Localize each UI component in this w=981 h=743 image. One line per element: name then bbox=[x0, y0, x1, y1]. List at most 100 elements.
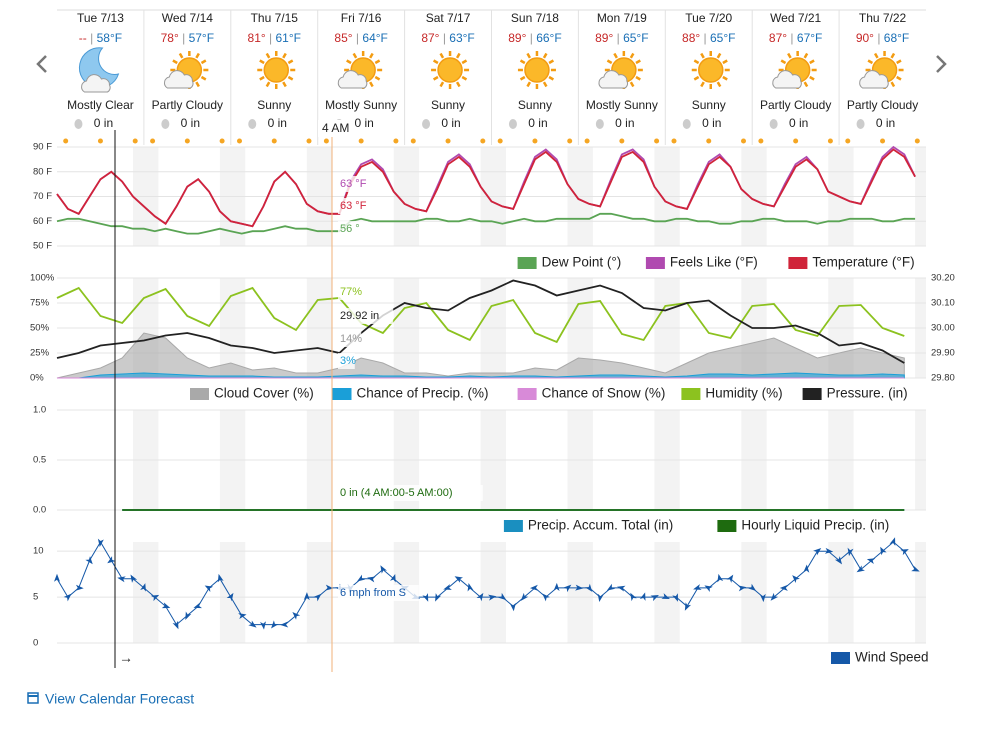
cloud bbox=[598, 70, 629, 89]
sun-ray bbox=[635, 59, 641, 65]
sun-dot bbox=[567, 138, 573, 144]
legend-label: Humidity (%) bbox=[705, 386, 782, 401]
sun-ray bbox=[265, 52, 271, 59]
sun-dot bbox=[914, 138, 920, 144]
wind-arrow bbox=[704, 585, 713, 593]
y-tick-label: 0% bbox=[30, 373, 44, 384]
drop-icon bbox=[508, 119, 517, 129]
sun-ray bbox=[803, 81, 809, 88]
day-condition: Partly Cloudy bbox=[847, 98, 918, 112]
sun-dot bbox=[793, 138, 799, 144]
wind-arrow bbox=[185, 611, 192, 621]
sun-dot bbox=[323, 138, 329, 144]
sun-ray bbox=[629, 52, 635, 59]
sun-ray bbox=[700, 81, 705, 88]
sun-dot bbox=[132, 138, 138, 144]
low-temp: 68°F bbox=[884, 31, 909, 45]
separator: | bbox=[617, 31, 620, 45]
y2-tick-label: 29.90 bbox=[931, 348, 955, 359]
hover-annotation: 77% bbox=[340, 286, 362, 298]
high-temp: 87° bbox=[769, 31, 787, 45]
night-band bbox=[567, 542, 593, 643]
low-temp: 61°F bbox=[275, 31, 300, 45]
prev-arrow[interactable] bbox=[36, 55, 47, 73]
sun-ray bbox=[439, 81, 445, 88]
cloud bbox=[164, 70, 194, 89]
sun-ray bbox=[693, 59, 700, 65]
sun-ray bbox=[873, 52, 879, 59]
sun-ray bbox=[432, 59, 439, 65]
night-band bbox=[654, 542, 680, 643]
sun-ray bbox=[352, 52, 358, 59]
annotation-bg bbox=[338, 221, 368, 237]
hover-annotation: 0 in (4 AM:00-5 AM:00) bbox=[340, 487, 453, 499]
sun-ray bbox=[455, 81, 461, 88]
sun-ray bbox=[172, 59, 178, 65]
high-temp: 88° bbox=[682, 31, 700, 45]
day-condition: Sunny bbox=[257, 98, 291, 112]
high-temp: 78° bbox=[161, 31, 179, 45]
low-temp: 65°F bbox=[623, 31, 648, 45]
sun-ray bbox=[716, 52, 722, 59]
separator: | bbox=[90, 31, 93, 45]
day-temps: 85° | 64°F bbox=[334, 31, 387, 45]
day-precip: 0 in bbox=[876, 116, 895, 130]
sun-ray bbox=[635, 75, 641, 81]
next-arrow[interactable] bbox=[936, 55, 947, 73]
day-condition: Mostly Clear bbox=[67, 98, 134, 112]
wind-arrow bbox=[488, 594, 497, 601]
wind-arrow bbox=[454, 576, 463, 583]
drop-icon bbox=[161, 119, 170, 129]
sun-ray bbox=[613, 52, 618, 59]
annotation-bg bbox=[338, 308, 394, 324]
legend-label: Feels Like (°F) bbox=[670, 255, 758, 270]
legend-label: Wind Speed bbox=[855, 650, 929, 665]
separator: | bbox=[443, 31, 446, 45]
day-date: Thu 7/22 bbox=[859, 11, 907, 25]
wind-arrow bbox=[630, 592, 637, 602]
day-date: Tue 7/20 bbox=[685, 11, 732, 25]
sun-dot bbox=[150, 138, 156, 144]
annotation-bg bbox=[338, 198, 374, 214]
wind-arrow bbox=[726, 574, 734, 583]
drop-icon bbox=[856, 119, 865, 129]
sun-dot bbox=[358, 138, 364, 144]
legend-label: Chance of Precip. (%) bbox=[357, 386, 489, 401]
low-temp: 66°F bbox=[536, 31, 561, 45]
wind-arrow bbox=[389, 573, 396, 583]
low-temp: 67°F bbox=[797, 31, 822, 45]
line-series bbox=[56, 212, 916, 235]
wind-arrow bbox=[260, 621, 266, 630]
y-tick-label: 50% bbox=[30, 323, 50, 334]
low-temp: 57°F bbox=[189, 31, 214, 45]
wind-arrow bbox=[597, 593, 604, 603]
pan-hint: → bbox=[119, 650, 133, 666]
sun-ray bbox=[890, 52, 896, 59]
day-temps: 87° | 67°F bbox=[769, 31, 822, 45]
legend-swatch bbox=[681, 388, 701, 400]
legend-label: Temperature (°F) bbox=[812, 255, 914, 270]
day-condition: Mostly Sunny bbox=[586, 98, 658, 112]
legend-label: Cloud Cover (%) bbox=[214, 386, 314, 401]
sun bbox=[263, 57, 289, 83]
calendar-icon[interactable] bbox=[27, 692, 39, 704]
day-date: Fri 7/16 bbox=[341, 11, 382, 25]
drop-icon bbox=[422, 119, 431, 129]
y-tick-label: 75% bbox=[30, 298, 50, 309]
sun-ray bbox=[519, 59, 526, 65]
sun-dot bbox=[480, 138, 486, 144]
y2-tick-label: 29.80 bbox=[931, 373, 955, 384]
sun-ray bbox=[809, 75, 815, 81]
cursor-label: 4 AM bbox=[322, 121, 349, 135]
wind-arrow bbox=[770, 592, 779, 601]
wind-arrow bbox=[476, 592, 484, 602]
sun-ray bbox=[526, 52, 532, 59]
legend-label: Hourly Liquid Precip. (in) bbox=[741, 518, 889, 533]
calendar-link[interactable]: View Calendar Forecast bbox=[45, 691, 194, 707]
sun-ray bbox=[693, 75, 700, 81]
sun-ray bbox=[716, 81, 722, 88]
hover-annotation: 63 °F bbox=[340, 178, 367, 190]
sun-ray bbox=[526, 81, 532, 88]
sun-dot bbox=[306, 138, 312, 144]
